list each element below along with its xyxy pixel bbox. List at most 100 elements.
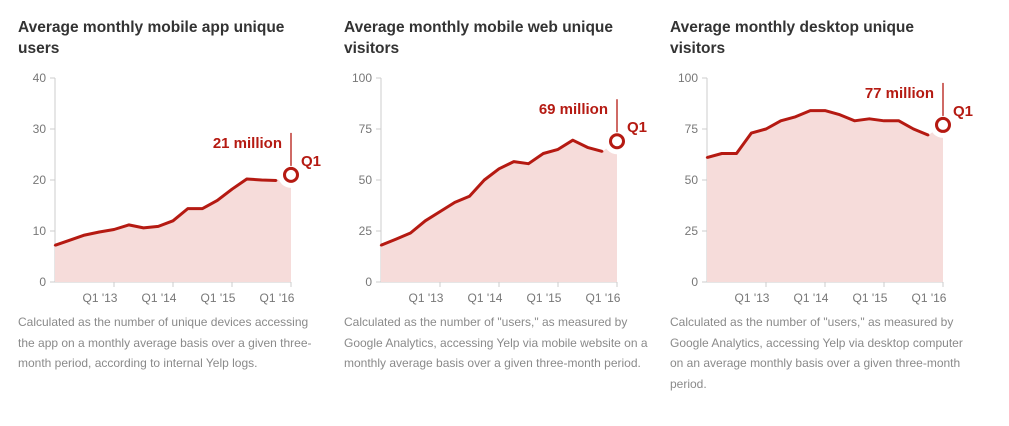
x-tick-label: Q1 '14 <box>142 291 177 305</box>
data-point <box>409 231 412 235</box>
series-area <box>381 140 617 282</box>
data-point <box>897 119 900 123</box>
chart-panel-app-users: Average monthly mobile app unique users … <box>18 0 338 426</box>
data-point <box>201 207 204 210</box>
data-point <box>912 127 915 131</box>
data-point <box>556 148 560 151</box>
y-tick-label: 25 <box>359 224 373 238</box>
y-tick-label: 0 <box>365 275 372 289</box>
y-tick-label: 50 <box>685 173 699 187</box>
data-point <box>823 109 827 112</box>
series-area <box>707 110 943 282</box>
y-tick-label: 0 <box>691 275 698 289</box>
chart-title: Average monthly mobile web unique visito… <box>344 19 613 57</box>
data-point <box>186 207 189 210</box>
y-tick-label: 0 <box>39 275 46 289</box>
area-chart: 0 10 20 30 40 Q1 '13 Q1 '14 Q1 '15 Q1 '16 21 mill… <box>33 71 321 305</box>
data-point <box>764 127 768 131</box>
data-point <box>483 178 486 182</box>
annotation-value-label: 21 million <box>213 135 282 152</box>
data-point <box>53 244 57 247</box>
y-tick-label: 20 <box>33 173 47 187</box>
y-tick-label: 100 <box>352 71 372 85</box>
annotation-value-label: 69 million <box>539 101 608 118</box>
data-point <box>424 219 427 222</box>
data-point <box>868 117 871 120</box>
data-point <box>157 225 160 228</box>
data-point <box>927 133 930 137</box>
area-chart: 0 25 50 75 100 Q1 '13 Q1 '14 Q1 '15 Q1 '16 69 mil… <box>352 71 647 305</box>
latest-value-marker <box>609 133 625 150</box>
y-tick-label: 40 <box>33 71 47 85</box>
annotation-period-label: Q1 <box>953 103 973 120</box>
y-tick-label: 30 <box>33 122 47 136</box>
data-point <box>260 178 263 182</box>
data-point <box>586 146 589 149</box>
data-point <box>779 119 782 123</box>
x-tick-label: Q1 '16 <box>260 291 295 305</box>
y-tick-label: 25 <box>685 224 699 238</box>
series-line <box>706 109 929 160</box>
data-point <box>720 152 723 155</box>
data-point <box>809 109 812 112</box>
chart-panel-mobile-web: Average monthly mobile web unique visito… <box>344 0 664 426</box>
y-tick-label: 75 <box>685 122 699 136</box>
series-area <box>55 174 291 282</box>
annotation-value-label: 77 million <box>865 85 934 102</box>
data-point <box>216 199 219 202</box>
x-tick-label: Q1 '15 <box>527 291 562 305</box>
x-tick-label: Q1 '15 <box>201 291 236 305</box>
data-point <box>68 238 71 242</box>
series-line <box>380 138 603 247</box>
series-line <box>54 177 277 247</box>
x-tick-label: Q1 '16 <box>586 291 621 305</box>
data-point <box>838 113 841 116</box>
data-point <box>438 210 442 213</box>
data-point <box>601 150 604 153</box>
data-point <box>705 156 709 159</box>
x-tick-label: Q1 '13 <box>409 291 444 305</box>
data-point <box>794 115 797 118</box>
data-point <box>171 219 175 222</box>
data-point <box>394 237 397 241</box>
data-point <box>230 187 234 191</box>
data-point <box>497 167 501 170</box>
data-point <box>512 160 515 163</box>
data-point <box>142 226 145 230</box>
chart-title: Average monthly mobile app unique users <box>18 19 285 57</box>
x-tick-label: Q1 '14 <box>794 291 829 305</box>
data-point <box>527 162 530 165</box>
x-tick-label: Q1 '13 <box>83 291 118 305</box>
data-point <box>542 152 545 155</box>
chart-title: Average monthly desktop unique visitors <box>670 19 915 57</box>
y-tick-label: 50 <box>359 173 373 187</box>
x-tick-label: Q1 '15 <box>853 291 888 305</box>
latest-value-marker <box>283 166 299 183</box>
x-tick-label: Q1 '14 <box>468 291 503 305</box>
y-tick-label: 75 <box>359 122 373 136</box>
data-point <box>468 195 471 198</box>
data-point <box>275 179 278 182</box>
x-tick-label: Q1 '13 <box>735 291 770 305</box>
data-point <box>127 223 130 227</box>
data-point <box>750 131 753 135</box>
data-point <box>245 177 248 181</box>
area-chart: 0 25 50 75 100 Q1 '13 Q1 '14 Q1 '15 Q1 '16 77 mil… <box>678 71 973 305</box>
data-point <box>98 230 101 234</box>
data-point <box>571 139 574 142</box>
data-point <box>735 152 738 155</box>
data-point <box>853 119 856 123</box>
data-point <box>379 244 383 247</box>
x-tick-label: Q1 '16 <box>912 291 947 305</box>
chart-panel-desktop: Average monthly desktop unique visitors … <box>670 0 990 426</box>
y-tick-label: 100 <box>678 71 698 85</box>
data-point <box>453 201 456 204</box>
data-point <box>882 119 886 123</box>
y-tick-label: 10 <box>33 224 47 238</box>
data-point <box>112 228 116 231</box>
annotation-period-label: Q1 <box>301 153 321 170</box>
latest-value-marker <box>935 116 951 133</box>
chart-caption: Calculated as the number of unique devic… <box>18 315 312 370</box>
data-point <box>83 233 86 237</box>
chart-caption: Calculated as the number of "users," as … <box>344 315 648 370</box>
